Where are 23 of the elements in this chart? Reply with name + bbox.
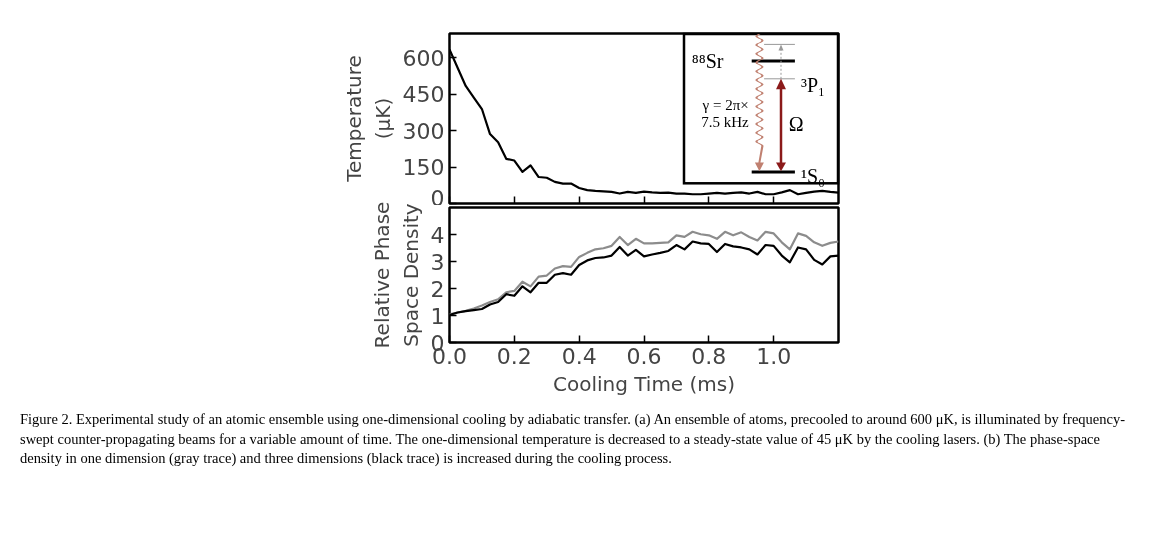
y-tick-label: 4 bbox=[430, 222, 445, 248]
x-tick-label: 0.6 bbox=[626, 343, 662, 369]
y-tick-label: 150 bbox=[402, 155, 445, 181]
x-tick-label: 0.8 bbox=[691, 343, 727, 369]
annotation: ³P₁ bbox=[801, 73, 826, 96]
annotation: ¹S₀ bbox=[801, 164, 826, 187]
y-tick-label: 0 bbox=[430, 185, 445, 211]
caption: Figure 2. Experimental study of an atomic ensemble using one-dimensional cooling by adiabatic transfer. (a) An ensemble of atoms, precooled to around 600 μK, is illuminated by frequency-swept counter-propagating beams for a variable amount of time. The one-dimensional temperature is decreased to a steady-state value of 45 μK by the cooling lasers. (b) The phase-space density in one dimension (gray trace) and three dimensions (black trace) is increased during the cooling process. bbox=[20, 410, 1127, 469]
x-tick-label: 1.0 bbox=[756, 343, 792, 369]
annotation: Ω bbox=[788, 112, 804, 135]
y-tick-label: 450 bbox=[402, 82, 445, 108]
x-tick-label: 0.2 bbox=[496, 343, 532, 369]
y-tick-label: 300 bbox=[402, 118, 445, 144]
x-tick-label: 0.4 bbox=[561, 343, 597, 369]
y-tick-label: 3 bbox=[430, 249, 445, 275]
y-axis-title: Relative Phase Space Density bbox=[369, 201, 423, 349]
annotation: γ = 2π× 7.5 kHz bbox=[701, 97, 750, 130]
annotation: ⁸⁸Sr bbox=[691, 49, 724, 72]
x-axis-title: Cooling Time (ms) bbox=[552, 371, 736, 396]
y-tick-label: 2 bbox=[430, 276, 445, 302]
y-tick-label: 600 bbox=[402, 45, 445, 71]
y-tick-label: 1 bbox=[430, 303, 445, 329]
y-axis-title: Temperature (μK) bbox=[341, 55, 395, 183]
